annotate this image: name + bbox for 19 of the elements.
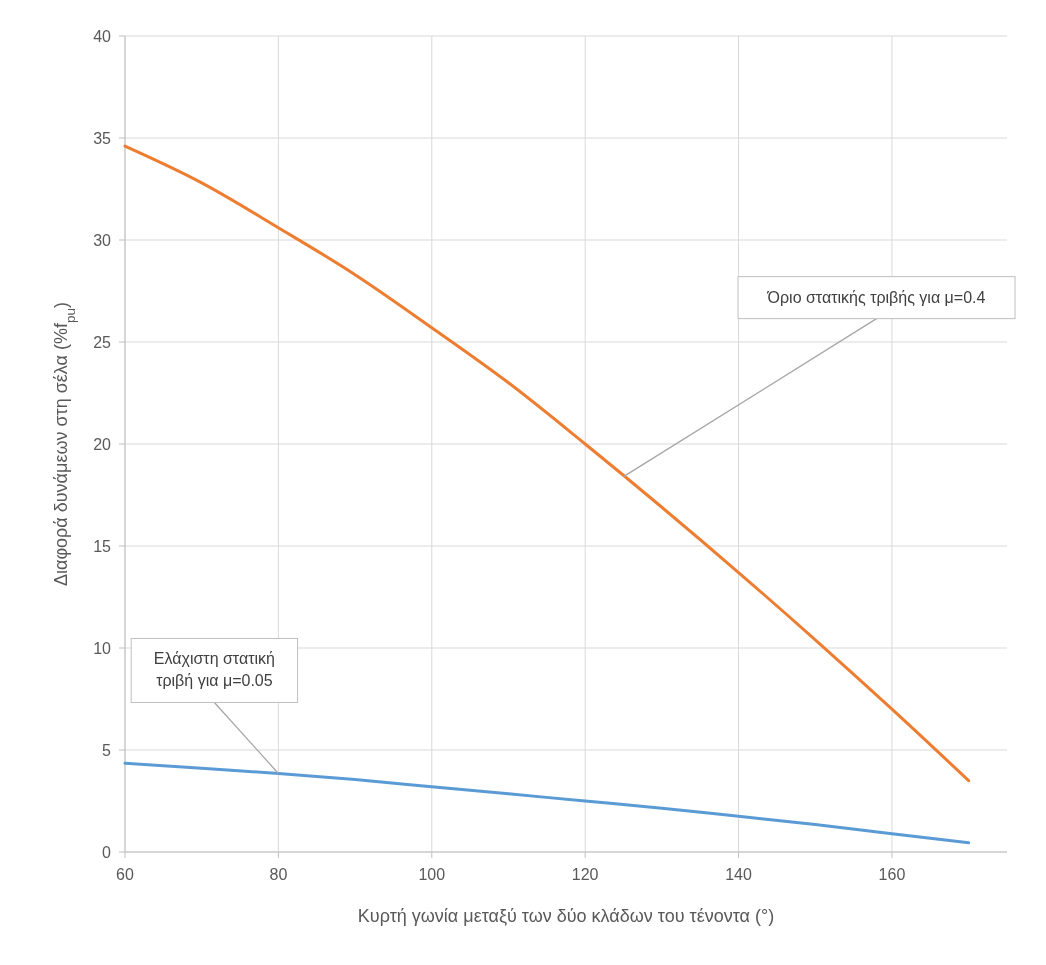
annotation: Όριο στατικής τριβής για μ=0.4 — [766, 288, 986, 306]
x-tick-label: 60 — [116, 866, 134, 883]
x-axis-title: Κυρτή γωνία μεταξύ των δύο κλάδων του τένοντα (°) — [357, 906, 775, 926]
y-tick-label: 5 — [102, 742, 112, 759]
y-tick-label: 35 — [93, 130, 112, 147]
x-tick-label: 80 — [269, 866, 288, 883]
x-tick-label: 140 — [725, 866, 753, 883]
y-tick-label: 20 — [93, 436, 112, 453]
x-tick-label: 120 — [571, 866, 599, 883]
y-tick-label: 25 — [93, 334, 112, 351]
y-tick-label: 0 — [102, 844, 112, 861]
y-tick-label: 30 — [93, 232, 112, 249]
y-tick-label: 10 — [93, 640, 112, 657]
y-tick-label: 40 — [93, 28, 112, 45]
x-tick-label: 160 — [878, 866, 906, 883]
x-tick-label: 100 — [418, 866, 446, 883]
line-series — [123, 761, 971, 845]
annotation: Ελάχιστη στατική τριβή για μ=0.05 — [153, 650, 275, 690]
y-tick-label: 15 — [93, 538, 112, 555]
